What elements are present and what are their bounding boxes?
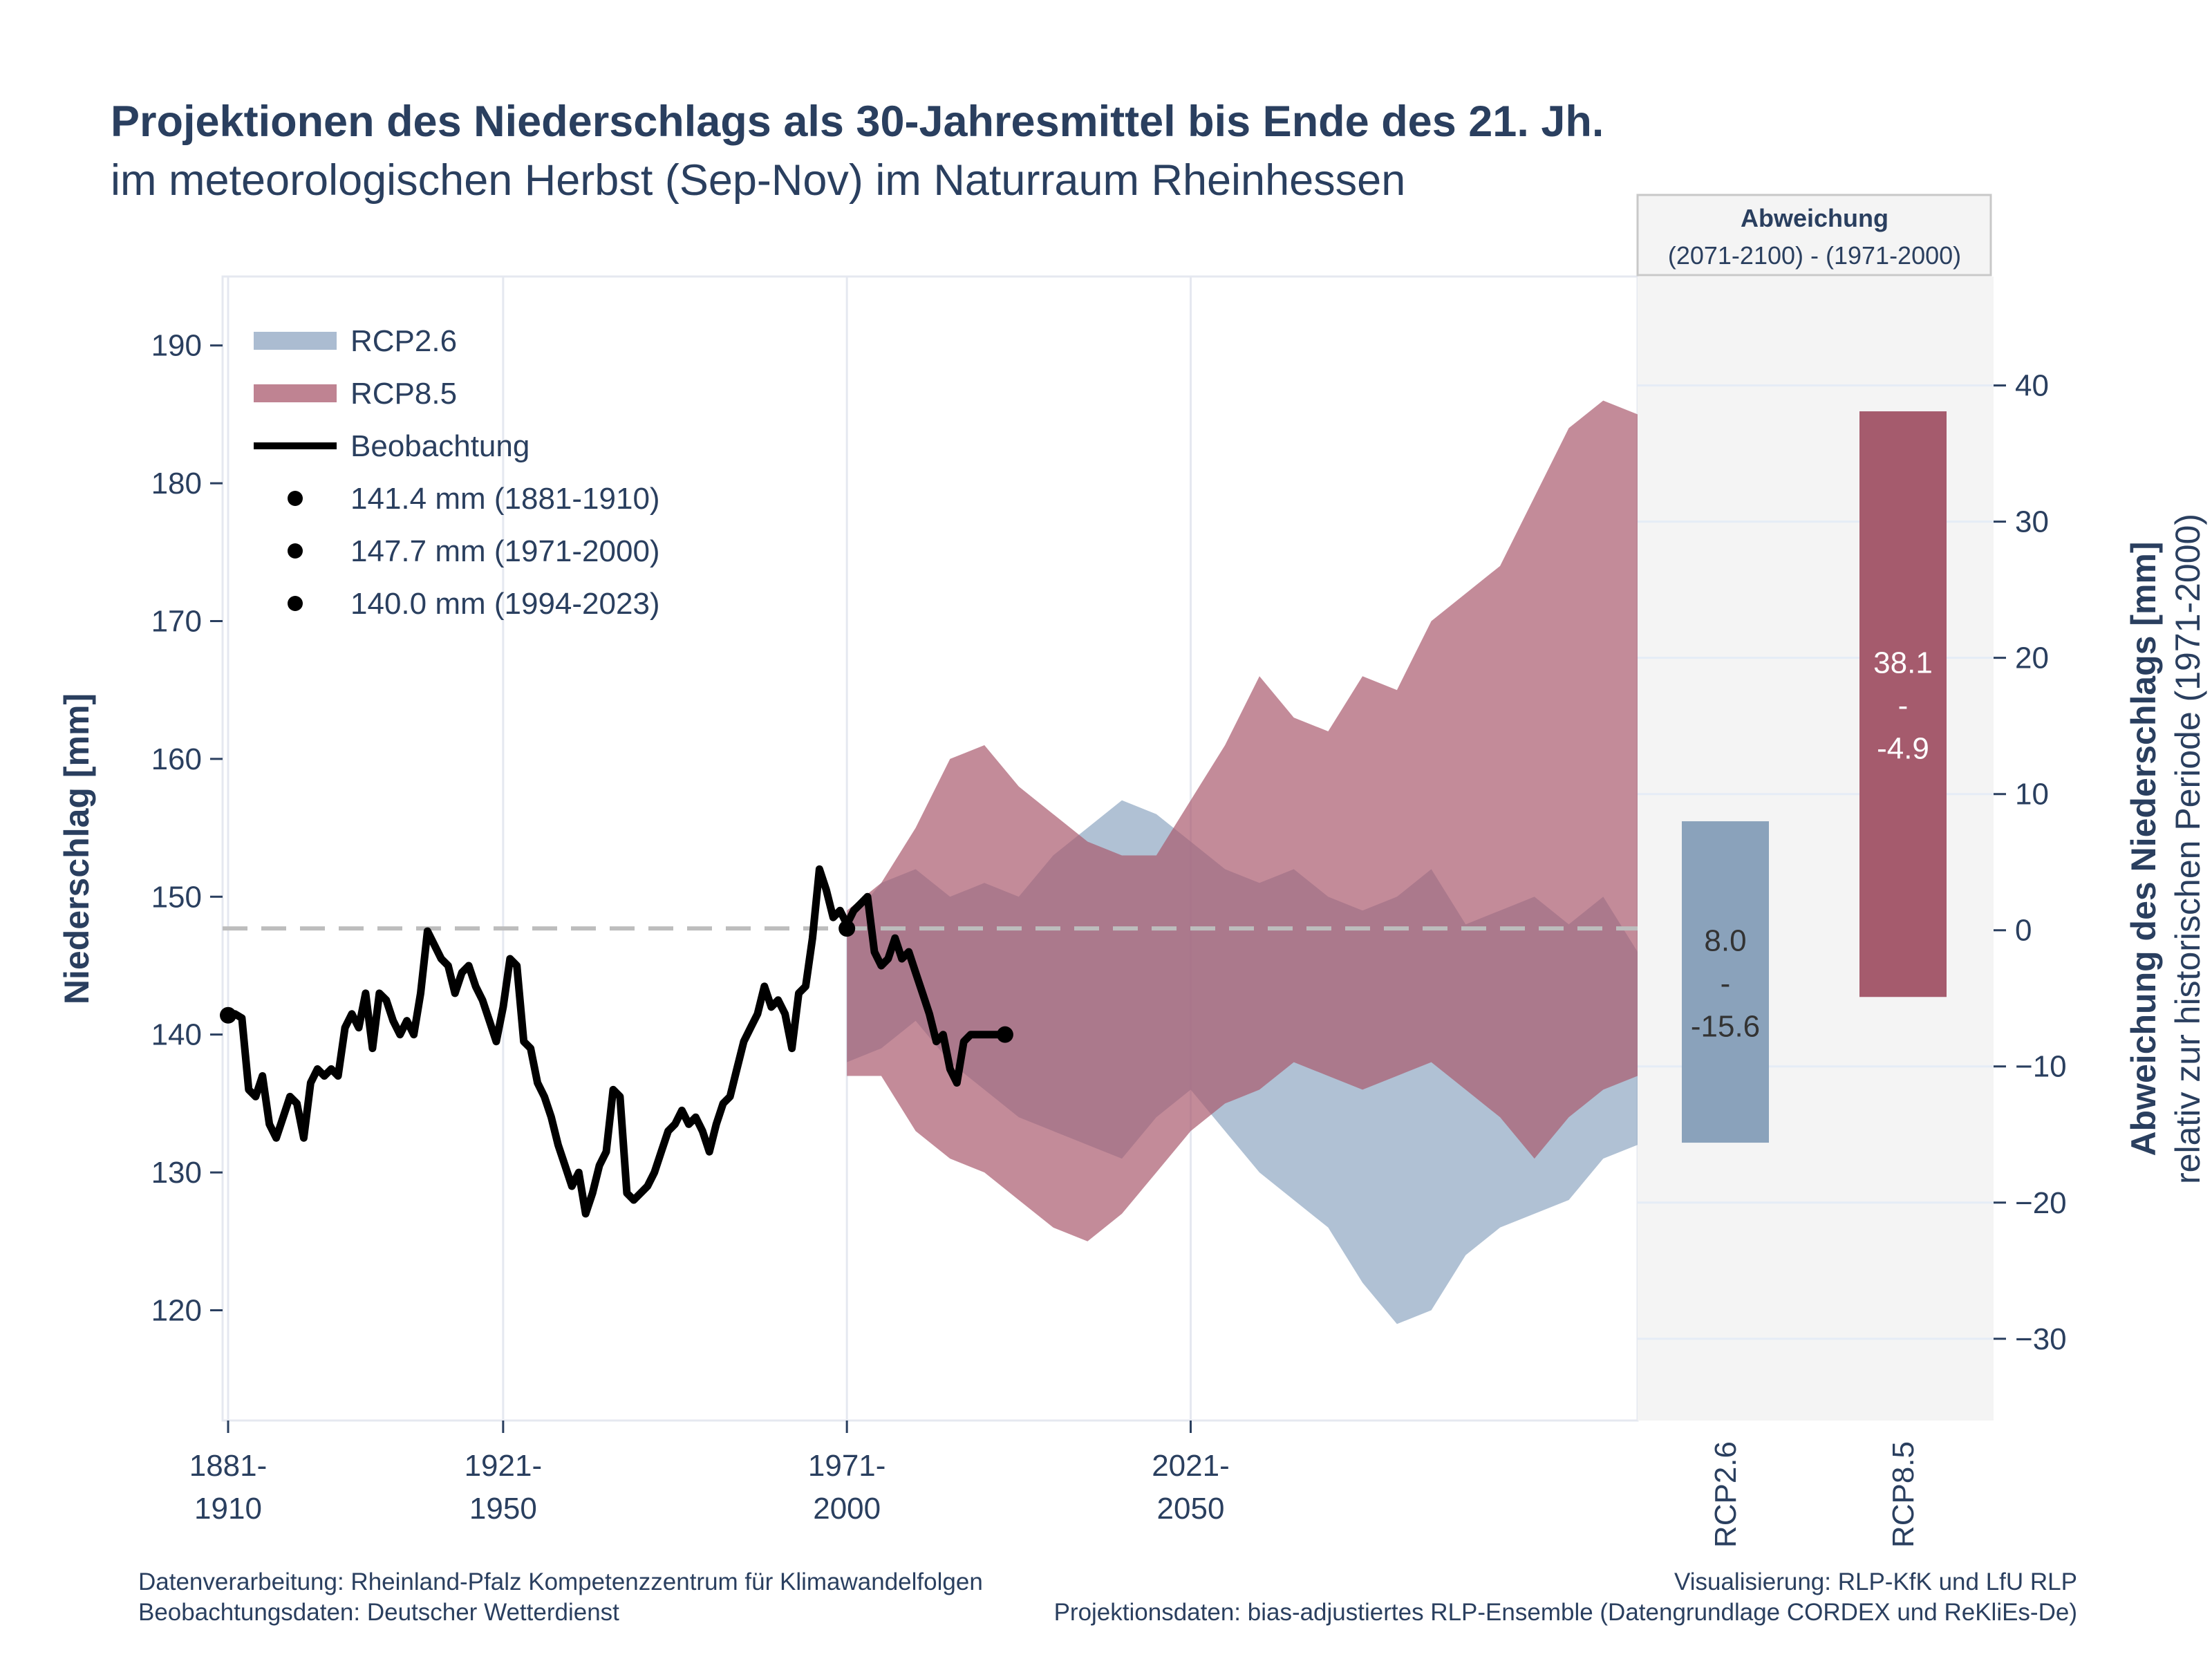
legend-rcp85-swatch — [254, 384, 337, 402]
x-tick-label: 1881- — [189, 1449, 268, 1483]
x-tick-label: 2000 — [813, 1492, 881, 1526]
panel-tick-label: 30 — [2015, 505, 2049, 539]
observation-mean-point — [996, 1026, 1013, 1043]
x-tick-label: 1910 — [194, 1492, 262, 1526]
y-tick-label: 170 — [151, 604, 202, 638]
right-axis-title: Abweichung des Niederschlags [mm] — [2124, 541, 2163, 1156]
panel-tick-label: 40 — [2015, 369, 2049, 403]
footer-observation-source: Beobachtungsdaten: Deutscher Wetterdiens… — [138, 1599, 619, 1626]
legend-label: RCP2.6 — [350, 324, 457, 358]
panel-category-label: RCP2.6 — [1709, 1441, 1743, 1548]
x-tick-label: 1921- — [465, 1449, 543, 1483]
observation-line — [224, 865, 1009, 1218]
y-tick-label: 160 — [151, 742, 202, 776]
legend-point-swatch — [288, 596, 303, 611]
panel-category-label: RCP8.5 — [1886, 1441, 1920, 1548]
legend-point-swatch — [288, 491, 303, 506]
panel-y-ticks: −30 −20 −10 0 10 20 30 40 — [1994, 369, 2067, 1356]
deviation-bar-label: - — [1898, 689, 1909, 723]
panel-tick-label: −10 — [2015, 1050, 2067, 1084]
chart-title: Projektionen des Niederschlags als 30-Ja… — [111, 97, 1604, 146]
x-tick-label: 1971- — [808, 1449, 886, 1483]
y-tick-label: 120 — [151, 1293, 202, 1327]
legend-label: 140.0 mm (1994-2023) — [350, 587, 660, 621]
right-axis-subtitle: relativ zur historischen Periode (1971-2… — [2168, 514, 2207, 1184]
panel-tick-label: −30 — [2015, 1322, 2067, 1356]
deviation-bar-label: 38.1 — [1873, 646, 1933, 680]
x-tick-label: 2021- — [1152, 1449, 1230, 1483]
y-tick-label: 140 — [151, 1018, 202, 1052]
y-tick-label: 130 — [151, 1156, 202, 1190]
x-axis-ticks: 1881- 1910 1921- 1950 1971- 2000 2021- 2050 — [189, 1421, 1230, 1526]
footer-visualization: Visualisierung: RLP-KfK und LfU RLP — [1674, 1568, 2077, 1595]
panel-tick-label: 0 — [2015, 914, 2032, 948]
panel-tick-label: −20 — [2015, 1186, 2067, 1220]
legend-label: Beobachtung — [350, 429, 529, 463]
chart-subtitle: im meteorologischen Herbst (Sep-Nov) im … — [111, 156, 1405, 205]
legend-label: 141.4 mm (1881-1910) — [350, 482, 660, 516]
deviation-bar-label: - — [1721, 967, 1731, 1001]
panel-x-ticks: RCP2.6 RCP8.5 — [1709, 1441, 1920, 1548]
panel-header-box — [1636, 194, 1992, 276]
panel-header-title: Abweichung — [1741, 204, 1888, 232]
deviation-bar-label: -15.6 — [1691, 1010, 1760, 1044]
panel-tick-label: 20 — [2015, 641, 2049, 675]
y-axis-ticks: 120 130 140 150 160 170 180 190 — [151, 329, 223, 1327]
deviation-bar-label: 8.0 — [1704, 924, 1746, 958]
footer-projection-source: Projektionsdaten: bias-adjustiertes RLP-… — [1054, 1599, 2077, 1626]
y-tick-label: 190 — [151, 329, 202, 363]
projection-bands — [847, 400, 1638, 1324]
legend-rcp26-swatch — [254, 332, 337, 350]
footer-processing: Datenverarbeitung: Rheinland-Pfalz Kompe… — [138, 1568, 983, 1595]
y-tick-label: 180 — [151, 467, 202, 500]
deviation-bar-label: -4.9 — [1877, 732, 1929, 766]
observation-series — [220, 865, 1013, 1218]
y-tick-label: 150 — [151, 880, 202, 914]
legend-point-swatch — [288, 543, 303, 559]
legend: RCP2.6 RCP8.5 Beobachtung 141.4 mm (1881-19… — [254, 324, 660, 621]
x-tick-label: 2050 — [1157, 1492, 1225, 1526]
legend-label: RCP8.5 — [350, 377, 457, 411]
panel-tick-label: 10 — [2015, 778, 2049, 812]
deviation-panel: Abweichung (2071-2100) - (1971-2000) 8.0… — [1636, 194, 2067, 1548]
legend-label: 147.7 mm (1971-2000) — [350, 534, 660, 568]
rcp85-band — [847, 400, 1638, 1241]
observation-mean-point — [220, 1006, 236, 1024]
observation-mean-point — [838, 920, 856, 937]
x-tick-label: 1950 — [469, 1492, 537, 1526]
deviation-bar-0 — [1682, 821, 1769, 1143]
panel-header-period: (2071-2100) - (1971-2000) — [1668, 241, 1961, 270]
panel-bars: 8.0 - -15.6 38.1 - -4.9 — [1682, 411, 1947, 1143]
y-axis-title: Niederschlag [mm] — [57, 693, 96, 1004]
deviation-bar-1 — [1859, 411, 1947, 997]
